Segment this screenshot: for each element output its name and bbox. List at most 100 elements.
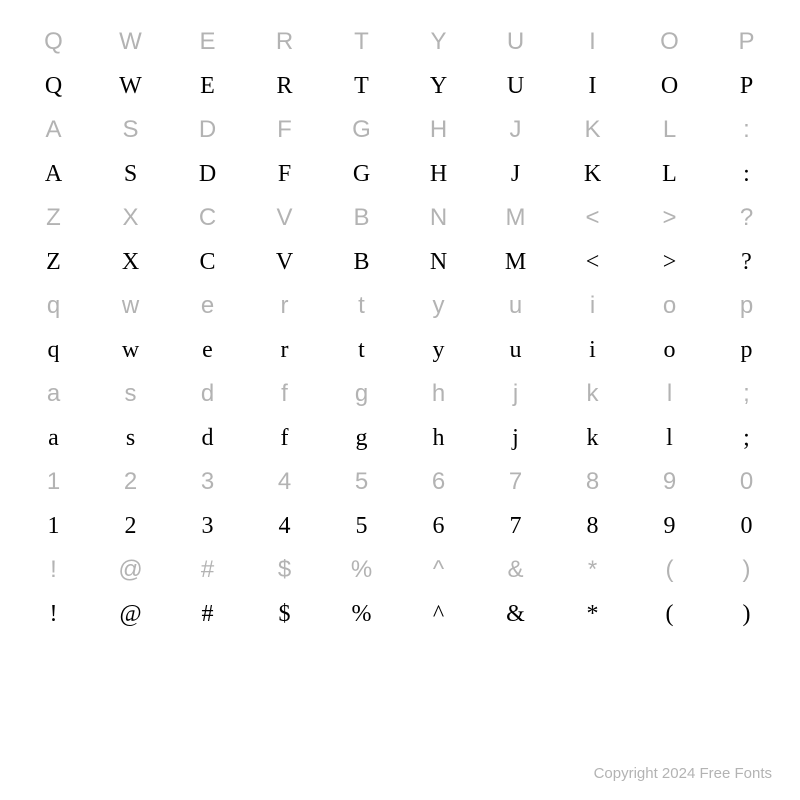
glyph-label: E <box>169 30 246 54</box>
glyph-label: f <box>246 382 323 406</box>
glyph-label: h <box>400 382 477 406</box>
glyph-label: o <box>631 294 708 318</box>
glyph-label: 6 <box>400 470 477 494</box>
glyph-label: C <box>169 206 246 230</box>
glyph-sample: Q <box>15 74 92 98</box>
glyph-sample: l <box>631 426 708 450</box>
glyph-sample: 5 <box>323 514 400 538</box>
glyph-label: R <box>246 30 323 54</box>
sample-row: a s d f g h j k l ; <box>15 416 785 460</box>
sample-row: A S D F G H J K L : <box>15 152 785 196</box>
glyph-sample: a <box>15 426 92 450</box>
glyph-label: V <box>246 206 323 230</box>
glyph-sample: V <box>246 250 323 274</box>
glyph-label: Z <box>15 206 92 230</box>
glyph-sample: T <box>323 74 400 98</box>
label-row: a s d f g h j k l ; <box>15 372 785 416</box>
glyph-sample: & <box>477 602 554 626</box>
glyph-sample: @ <box>92 602 169 626</box>
glyph-label: Q <box>15 30 92 54</box>
glyph-sample: N <box>400 250 477 274</box>
glyph-sample: H <box>400 162 477 186</box>
glyph-sample: : <box>708 162 785 186</box>
glyph-sample: w <box>92 338 169 362</box>
glyph-label: A <box>15 118 92 142</box>
glyph-sample: I <box>554 74 631 98</box>
glyph-label: < <box>554 206 631 230</box>
glyph-label: d <box>169 382 246 406</box>
glyph-sample: ) <box>708 602 785 626</box>
glyph-label: s <box>92 382 169 406</box>
glyph-sample: P <box>708 74 785 98</box>
glyph-label: * <box>554 558 631 582</box>
glyph-label: 9 <box>631 470 708 494</box>
glyph-label: U <box>477 30 554 54</box>
glyph-label: S <box>92 118 169 142</box>
glyph-label: y <box>400 294 477 318</box>
glyph-label: # <box>169 558 246 582</box>
glyph-label: w <box>92 294 169 318</box>
glyph-label: u <box>477 294 554 318</box>
glyph-sample: F <box>246 162 323 186</box>
glyph-label: M <box>477 206 554 230</box>
glyph-label: I <box>554 30 631 54</box>
glyph-sample: q <box>15 338 92 362</box>
glyph-sample: < <box>554 250 631 274</box>
glyph-label: e <box>169 294 246 318</box>
sample-row: ! @ # $ % ^ & * ( ) <box>15 592 785 636</box>
glyph-sample: L <box>631 162 708 186</box>
glyph-label: Y <box>400 30 477 54</box>
glyph-label: q <box>15 294 92 318</box>
glyph-label: ? <box>708 206 785 230</box>
glyph-label: ! <box>15 558 92 582</box>
glyph-label: & <box>477 558 554 582</box>
glyph-label: r <box>246 294 323 318</box>
glyph-label: ( <box>631 558 708 582</box>
glyph-label: L <box>631 118 708 142</box>
glyph-label: N <box>400 206 477 230</box>
glyph-label: X <box>92 206 169 230</box>
glyph-sample: ^ <box>400 602 477 626</box>
glyph-sample: > <box>631 250 708 274</box>
glyph-sample: ; <box>708 426 785 450</box>
glyph-sample: 7 <box>477 514 554 538</box>
label-row: q w e r t y u i o p <box>15 284 785 328</box>
glyph-sample: 4 <box>246 514 323 538</box>
glyph-sample: 8 <box>554 514 631 538</box>
glyph-label: % <box>323 558 400 582</box>
glyph-sample: g <box>323 426 400 450</box>
glyph-label: G <box>323 118 400 142</box>
glyph-sample: # <box>169 602 246 626</box>
glyph-sample: i <box>554 338 631 362</box>
glyph-label: J <box>477 118 554 142</box>
glyph-sample: ! <box>15 602 92 626</box>
glyph-sample: * <box>554 602 631 626</box>
glyph-sample: e <box>169 338 246 362</box>
glyph-label: B <box>323 206 400 230</box>
glyph-label: D <box>169 118 246 142</box>
glyph-sample: y <box>400 338 477 362</box>
glyph-label: K <box>554 118 631 142</box>
glyph-sample: 9 <box>631 514 708 538</box>
glyph-sample: O <box>631 74 708 98</box>
glyph-label: t <box>323 294 400 318</box>
glyph-label: > <box>631 206 708 230</box>
glyph-label: p <box>708 294 785 318</box>
sample-row: Z X C V B N M < > ? <box>15 240 785 284</box>
label-row: 1 2 3 4 5 6 7 8 9 0 <box>15 460 785 504</box>
glyph-label: 4 <box>246 470 323 494</box>
glyph-sample: ? <box>708 250 785 274</box>
glyph-label: 1 <box>15 470 92 494</box>
glyph-sample: K <box>554 162 631 186</box>
glyph-label: @ <box>92 558 169 582</box>
sample-row: Q W E R T Y U I O P <box>15 64 785 108</box>
glyph-label: W <box>92 30 169 54</box>
glyph-label: ) <box>708 558 785 582</box>
glyph-sample: B <box>323 250 400 274</box>
glyph-sample: J <box>477 162 554 186</box>
glyph-sample: s <box>92 426 169 450</box>
sample-row: 1 2 3 4 5 6 7 8 9 0 <box>15 504 785 548</box>
glyph-sample: % <box>323 602 400 626</box>
glyph-sample: ( <box>631 602 708 626</box>
glyph-label: j <box>477 382 554 406</box>
